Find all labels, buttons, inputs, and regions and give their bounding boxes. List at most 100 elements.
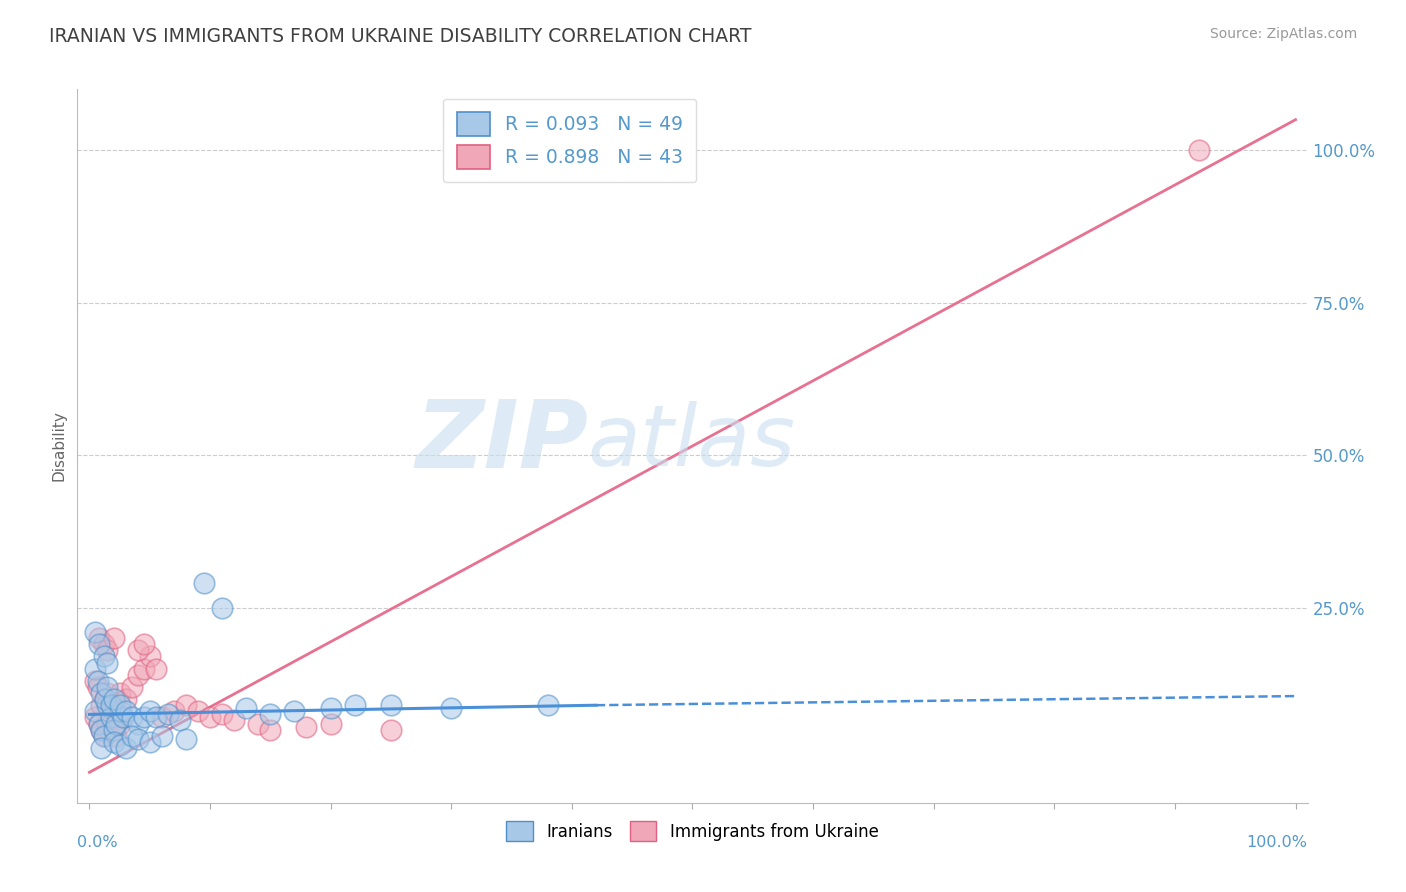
Point — [104, 729, 127, 743]
Point — [96, 698, 118, 713]
Point — [127, 716, 149, 731]
Point — [537, 698, 560, 713]
Point — [440, 701, 463, 715]
Point — [96, 680, 118, 694]
Point — [93, 649, 115, 664]
Point — [295, 720, 318, 734]
Point — [108, 686, 131, 700]
Point — [104, 716, 127, 731]
Text: atlas: atlas — [588, 401, 796, 484]
Point — [380, 698, 402, 713]
Point — [150, 729, 173, 743]
Point — [84, 673, 107, 688]
Point — [235, 701, 257, 715]
Point — [114, 692, 136, 706]
Point — [224, 714, 246, 728]
Point — [121, 680, 143, 694]
Text: Source: ZipAtlas.com: Source: ZipAtlas.com — [1209, 27, 1357, 41]
Point — [96, 716, 118, 731]
Point — [211, 600, 233, 615]
Point — [93, 729, 115, 743]
Point — [90, 723, 112, 737]
Point — [259, 707, 281, 722]
Point — [94, 692, 117, 706]
Point — [112, 710, 135, 724]
Point — [138, 735, 160, 749]
Point — [90, 740, 112, 755]
Point — [87, 673, 110, 688]
Point — [174, 698, 197, 713]
Point — [380, 723, 402, 737]
Point — [103, 698, 125, 713]
Point — [127, 667, 149, 681]
Point — [87, 637, 110, 651]
Point — [247, 716, 270, 731]
Point — [343, 698, 366, 713]
Point — [193, 576, 215, 591]
Point — [96, 656, 118, 670]
Point — [84, 625, 107, 640]
Point — [145, 710, 167, 724]
Point — [132, 637, 155, 651]
Point — [100, 710, 122, 724]
Point — [169, 714, 191, 728]
Point — [90, 698, 112, 713]
Point — [108, 716, 131, 731]
Point — [114, 740, 136, 755]
Point — [103, 723, 125, 737]
Point — [319, 701, 342, 715]
Point — [87, 680, 110, 694]
Point — [94, 692, 117, 706]
Point — [198, 710, 221, 724]
Point — [87, 716, 110, 731]
Point — [108, 698, 131, 713]
Point — [1188, 143, 1211, 157]
Text: ZIP: ZIP — [415, 396, 588, 489]
Point — [112, 710, 135, 724]
Point — [100, 698, 122, 713]
Point — [127, 643, 149, 657]
Point — [174, 731, 197, 746]
Point — [84, 710, 107, 724]
Point — [127, 731, 149, 746]
Point — [96, 643, 118, 657]
Point — [259, 723, 281, 737]
Point — [103, 631, 125, 645]
Text: 100.0%: 100.0% — [1247, 835, 1308, 850]
Point — [103, 735, 125, 749]
Point — [145, 662, 167, 676]
Point — [121, 729, 143, 743]
Point — [156, 707, 179, 722]
Point — [114, 704, 136, 718]
Point — [84, 662, 107, 676]
Point — [138, 704, 160, 718]
Point — [100, 698, 122, 713]
Point — [108, 738, 131, 752]
Point — [87, 716, 110, 731]
Text: 0.0%: 0.0% — [77, 835, 118, 850]
Point — [108, 704, 131, 718]
Point — [187, 704, 209, 718]
Point — [90, 723, 112, 737]
Point — [87, 631, 110, 645]
Legend: Iranians, Immigrants from Ukraine: Iranians, Immigrants from Ukraine — [499, 814, 886, 848]
Point — [93, 637, 115, 651]
Point — [96, 686, 118, 700]
Point — [93, 729, 115, 743]
Point — [84, 704, 107, 718]
Point — [163, 704, 186, 718]
Point — [319, 716, 342, 731]
Point — [150, 710, 173, 724]
Point — [100, 710, 122, 724]
Point — [132, 710, 155, 724]
Point — [283, 704, 305, 718]
Point — [132, 662, 155, 676]
Point — [90, 686, 112, 700]
Point — [103, 692, 125, 706]
Y-axis label: Disability: Disability — [51, 410, 66, 482]
Point — [103, 723, 125, 737]
Point — [121, 710, 143, 724]
Point — [138, 649, 160, 664]
Text: IRANIAN VS IMMIGRANTS FROM UKRAINE DISABILITY CORRELATION CHART: IRANIAN VS IMMIGRANTS FROM UKRAINE DISAB… — [49, 27, 752, 45]
Point — [211, 707, 233, 722]
